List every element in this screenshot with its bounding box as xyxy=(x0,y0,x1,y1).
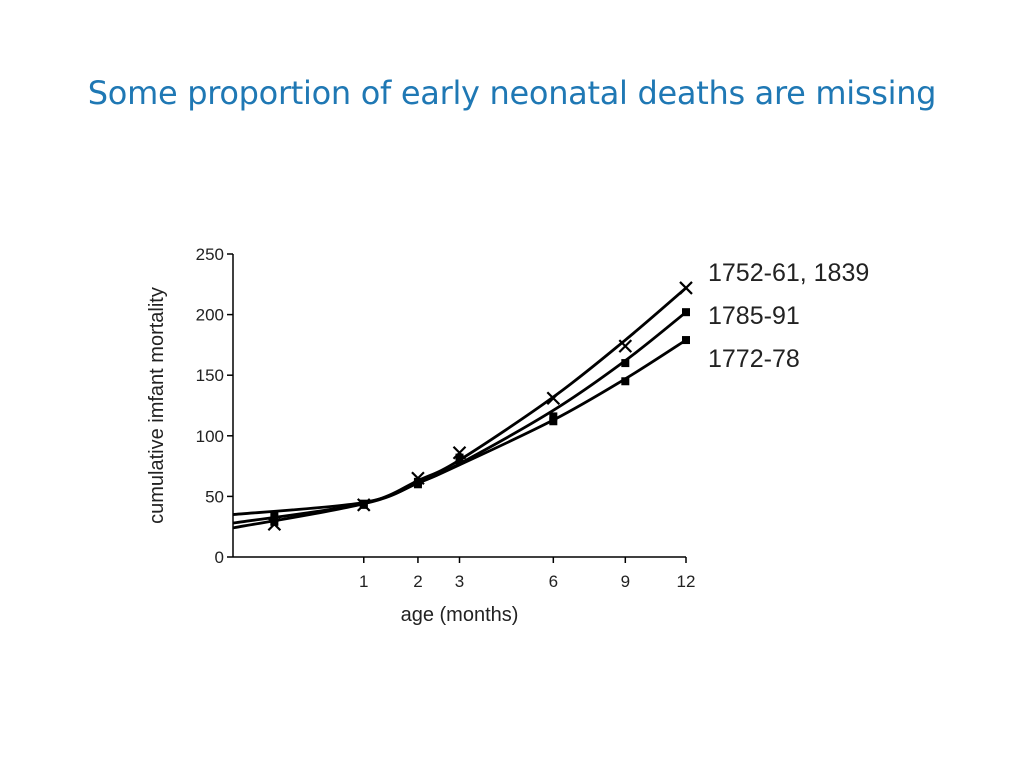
data-point-square-marker xyxy=(455,456,464,465)
chart-axes xyxy=(232,254,686,558)
x-tick-label: 6 xyxy=(549,572,558,591)
series-1 xyxy=(232,281,693,532)
y-ticks: 0 50 100 150 200 250 xyxy=(196,245,233,567)
x-tick-label: 2 xyxy=(413,572,422,591)
data-point-square-marker xyxy=(549,412,558,421)
data-point-square-marker xyxy=(682,308,690,317)
x-axis-label: age (months) xyxy=(401,604,519,626)
chart-series xyxy=(232,281,693,532)
series-line xyxy=(232,311,687,525)
x-ticks: 1 2 3 6 9 12 xyxy=(359,557,695,591)
y-tick-label: 100 xyxy=(196,427,224,446)
data-point-square-marker xyxy=(359,500,368,509)
data-point-square-marker xyxy=(270,510,279,519)
x-tick-label: 3 xyxy=(455,572,464,591)
data-point-x-marker xyxy=(618,339,633,353)
series-label: 1772-78 xyxy=(708,345,800,373)
y-axis-label: cumulative imfant mortality xyxy=(146,287,168,524)
data-point-square-marker xyxy=(682,336,690,345)
data-point-x-marker xyxy=(546,391,561,406)
x-tick-label: 12 xyxy=(677,572,696,591)
series-line xyxy=(232,286,687,530)
data-point-square-marker xyxy=(413,480,422,489)
y-tick-label: 200 xyxy=(196,306,224,325)
series-label: 1752-61, 1839 xyxy=(708,259,869,287)
x-tick-label: 9 xyxy=(621,572,630,591)
data-point-square-marker xyxy=(549,417,558,426)
series-labels: 1752-61, 1839 1785-91 1772-78 xyxy=(708,259,869,373)
y-tick-label: 0 xyxy=(215,548,224,567)
y-tick-label: 150 xyxy=(196,366,224,385)
y-tick-label: 250 xyxy=(196,245,224,264)
data-point-square-marker xyxy=(270,517,279,526)
slide-title: Some proportion of early neonatal deaths… xyxy=(87,74,937,112)
series-label: 1785-91 xyxy=(708,302,800,330)
data-point-square-marker xyxy=(621,377,630,386)
data-point-square-marker xyxy=(621,359,630,368)
data-point-x-marker xyxy=(679,281,693,295)
y-tick-label: 50 xyxy=(205,487,224,506)
series-3 xyxy=(232,336,690,519)
x-tick-label: 1 xyxy=(359,572,368,591)
